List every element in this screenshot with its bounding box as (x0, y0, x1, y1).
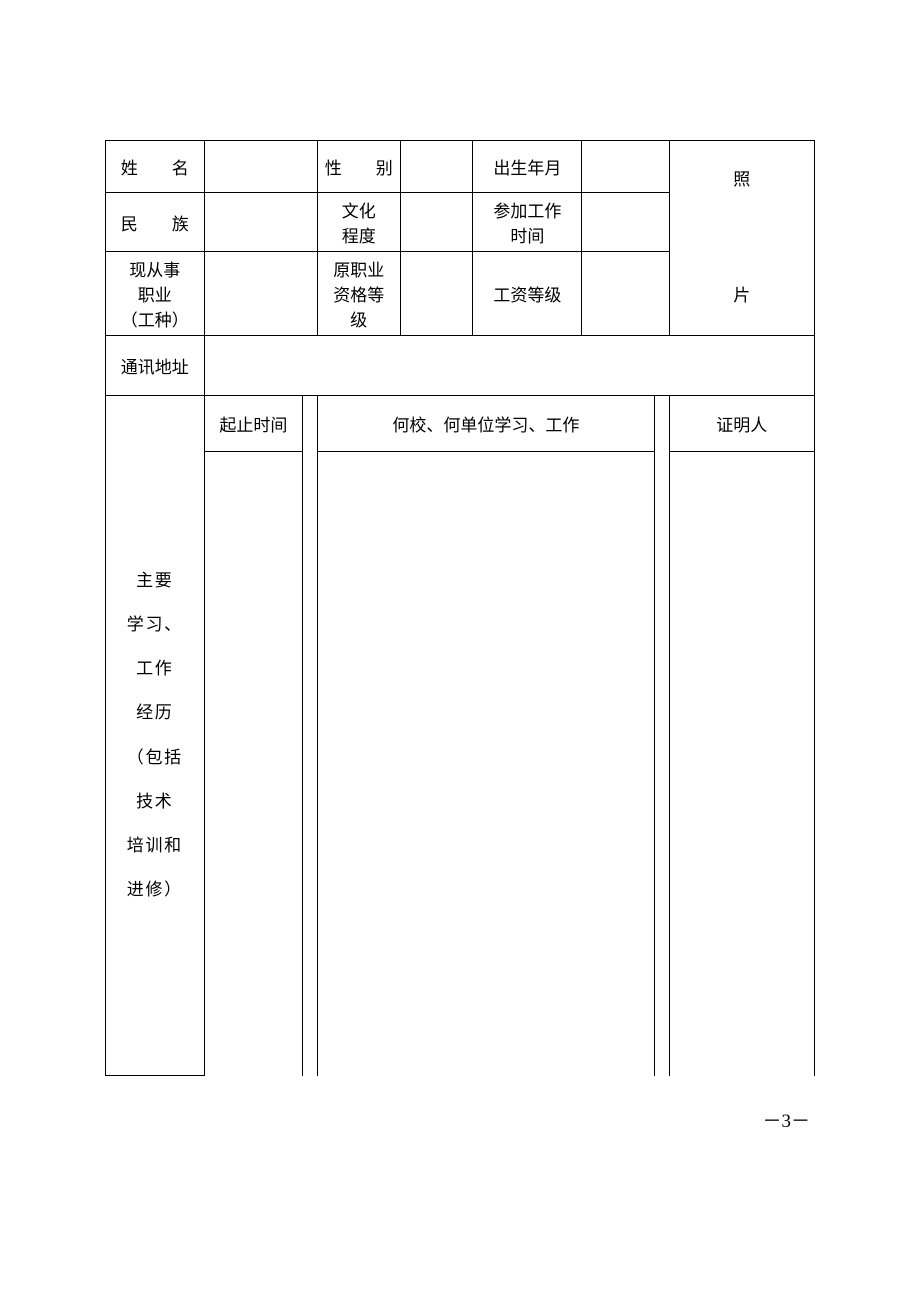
history-place (317, 692, 654, 740)
gap-col-1 (303, 396, 318, 1076)
gap-col-2 (655, 396, 670, 1076)
history-period (204, 452, 303, 500)
history-place (317, 740, 654, 788)
workstart-label: 参加工作时间 (473, 193, 582, 252)
history-place (317, 644, 654, 692)
history-header-attester: 证明人 (669, 396, 814, 452)
history-place (317, 596, 654, 644)
wagelevel-value (582, 252, 669, 336)
personal-info-table: 姓 名 性 别 出生年月 照 片 民 族 文化程度 参加工作时间 现从事职业（工… (105, 140, 815, 1076)
photo-label-bottom: 片 (733, 286, 750, 305)
history-period (204, 788, 303, 836)
birth-label: 出生年月 (473, 141, 582, 193)
history-period (204, 932, 303, 980)
history-attester (669, 596, 814, 644)
history-place (317, 500, 654, 548)
history-place (317, 884, 654, 932)
photo-label-top: 照 (733, 170, 750, 189)
history-attester (669, 932, 814, 980)
history-attester (669, 836, 814, 884)
history-attester (669, 788, 814, 836)
history-period (204, 1028, 303, 1076)
history-attester (669, 692, 814, 740)
occupation-label: 现从事职业（工种） (106, 252, 205, 336)
history-period (204, 836, 303, 884)
address-label: 通讯地址 (106, 336, 205, 396)
birth-value (582, 141, 669, 193)
name-label: 姓 名 (106, 141, 205, 193)
workstart-value (582, 193, 669, 252)
name-value (204, 141, 317, 193)
history-period (204, 692, 303, 740)
history-attester (669, 548, 814, 596)
gender-value (400, 141, 473, 193)
education-label: 文化程度 (317, 193, 400, 252)
photo-cell: 照 片 (669, 141, 814, 336)
history-place (317, 836, 654, 884)
wagelevel-label: 工资等级 (473, 252, 582, 336)
history-place (317, 452, 654, 500)
history-attester (669, 500, 814, 548)
history-period (204, 596, 303, 644)
history-period (204, 548, 303, 596)
history-period (204, 644, 303, 692)
history-attester (669, 644, 814, 692)
education-value (400, 193, 473, 252)
history-side-label: 主要 学习、 工作 经历 （包括 技术 培训和 进修） (106, 396, 205, 1076)
history-place (317, 548, 654, 596)
occupation-value (204, 252, 317, 336)
history-period (204, 980, 303, 1028)
history-place (317, 788, 654, 836)
history-place (317, 1028, 654, 1076)
history-header-place: 何校、何单位学习、工作 (317, 396, 654, 452)
history-period (204, 884, 303, 932)
quallevel-label: 原职业资格等级 (317, 252, 400, 336)
history-attester (669, 1028, 814, 1076)
history-attester (669, 740, 814, 788)
ethnicity-value (204, 193, 317, 252)
history-header-period: 起止时间 (204, 396, 303, 452)
quallevel-value (400, 252, 473, 336)
gender-label: 性 别 (317, 141, 400, 193)
address-value (204, 336, 814, 396)
history-period (204, 740, 303, 788)
history-attester (669, 884, 814, 932)
history-place (317, 932, 654, 980)
page-number: －3－ (105, 1106, 815, 1133)
history-attester (669, 980, 814, 1028)
history-attester (669, 452, 814, 500)
history-period (204, 500, 303, 548)
ethnicity-label: 民 族 (106, 193, 205, 252)
history-place (317, 980, 654, 1028)
